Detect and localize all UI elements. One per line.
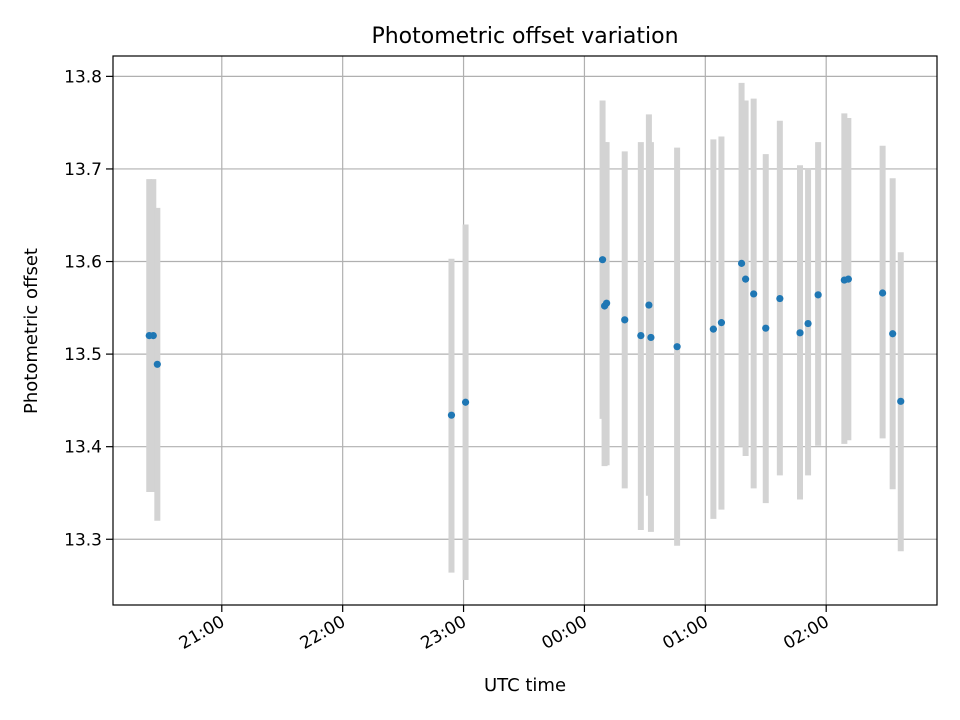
y-tick-label: 13.4 xyxy=(64,438,102,458)
data-point xyxy=(153,360,161,368)
y-tick-label: 13.8 xyxy=(64,67,102,87)
y-tick-label: 13.6 xyxy=(64,253,102,273)
data-point xyxy=(776,294,784,303)
data-point xyxy=(709,325,717,333)
data-point xyxy=(844,275,852,283)
data-point xyxy=(645,301,653,309)
data-point xyxy=(796,329,804,337)
data-point xyxy=(149,331,157,340)
data-point xyxy=(647,333,655,342)
data-point xyxy=(621,316,629,324)
data-point xyxy=(447,411,456,419)
data-point xyxy=(814,291,822,299)
y-axis-ticks: 13.3 13.4 13.5 13.6 13.7 13.8 xyxy=(64,67,113,550)
plot-frame xyxy=(112,55,938,606)
data-point xyxy=(762,324,770,332)
data-point xyxy=(750,290,758,298)
data-point xyxy=(889,330,897,338)
y-tick-label: 13.5 xyxy=(64,345,102,365)
data-point xyxy=(637,331,645,340)
y-axis-label: Photometric offset xyxy=(21,248,42,414)
data-point xyxy=(804,319,812,328)
chart-title: Photometric offset variation xyxy=(371,24,678,49)
data-point xyxy=(461,398,470,406)
y-tick-label: 13.3 xyxy=(64,530,102,550)
data-point xyxy=(673,343,681,351)
data-point xyxy=(897,397,905,405)
data-point xyxy=(737,259,746,267)
data-point xyxy=(602,299,611,307)
data-point xyxy=(742,275,750,283)
data-point xyxy=(879,289,887,297)
data-points xyxy=(145,256,905,419)
data-point xyxy=(717,319,726,327)
y-tick-label: 13.7 xyxy=(64,160,102,180)
data-point xyxy=(598,256,607,264)
x-axis-label: UTC time xyxy=(484,675,566,696)
